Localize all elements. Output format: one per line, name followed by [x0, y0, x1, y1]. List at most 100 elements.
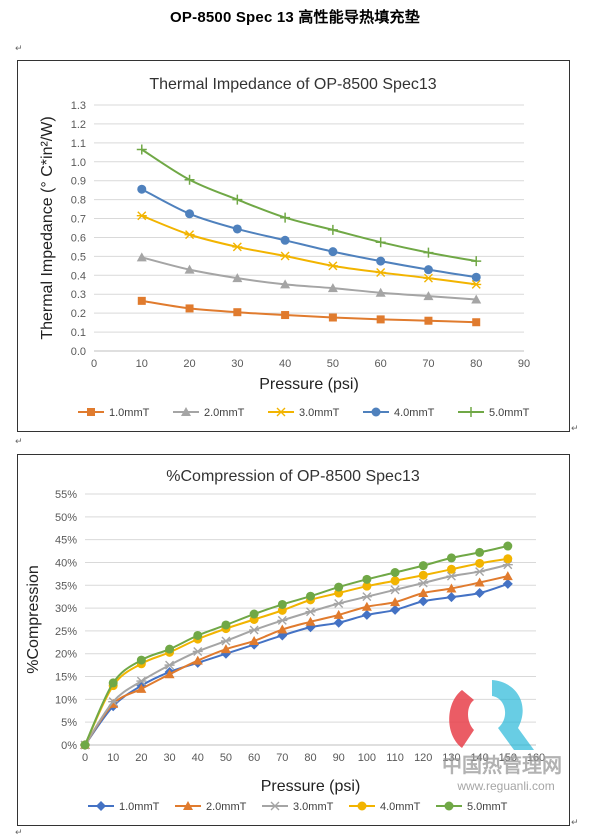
thermal-chart-legend-label: 1.0mmT	[109, 407, 150, 419]
thermal-chart-legend-label: 3.0mmT	[299, 407, 340, 419]
compression-chart-legend-marker	[444, 801, 454, 811]
paragraph-mark: ↵	[571, 424, 579, 434]
compression-chart-data-point	[446, 564, 456, 574]
compression-chart-data-point	[136, 676, 147, 686]
thermal-chart-data-point	[471, 294, 482, 304]
compression-chart-legend-label: 3.0mmT	[293, 801, 334, 813]
compression-chart-data-point	[333, 609, 344, 619]
compression-chart-y-tick-label: 5%	[61, 717, 77, 729]
compression-chart-x-tick-label: 100	[358, 752, 376, 764]
thermal-chart-x-tick-label: 30	[231, 358, 243, 370]
thermal-chart-legend-marker	[87, 408, 95, 416]
compression-chart-data-point	[474, 588, 485, 599]
thermal-chart-x-tick-label: 50	[327, 358, 339, 370]
thermal-chart-series-5.0mmT	[136, 144, 482, 267]
thermal-chart-data-point	[232, 273, 243, 283]
compression-chart-legend-label: 2.0mmT	[206, 801, 247, 813]
compression-chart-data-point	[193, 630, 203, 640]
compression-chart-data-point	[475, 547, 485, 557]
compression-chart-y-tick-label: 30%	[55, 603, 77, 615]
compression-chart-series-4.0mmT	[80, 554, 513, 750]
thermal-chart-data-point	[471, 279, 482, 289]
compression-chart-legend-marker	[357, 801, 367, 811]
compression-chart-data-point	[502, 571, 513, 581]
paragraph-mark: ↵	[571, 818, 579, 828]
thermal-chart-y-tick-label: 0.3	[71, 289, 86, 301]
thermal-chart-legend-marker	[276, 407, 286, 417]
compression-chart-y-tick-label: 40%	[55, 557, 77, 569]
thermal-chart-y-tick-label: 0.6	[71, 232, 86, 244]
thermal-chart-x-tick-label: 60	[375, 358, 387, 370]
compression-chart-data-point	[361, 609, 372, 620]
compression-chart-data-point	[305, 616, 316, 626]
thermal-chart-y-tick-label: 0.2	[71, 308, 86, 320]
compression-chart-data-point	[362, 581, 372, 591]
logo-cyan-shape	[492, 680, 534, 750]
thermal-chart-data-point	[136, 211, 147, 221]
thermal-chart-y-tick-label: 0.7	[71, 214, 86, 226]
compression-chart-data-point	[305, 607, 316, 617]
compression-chart-x-tick-label: 60	[248, 752, 260, 764]
watermark-logo: 中国热管理网 www.reguanli.com	[442, 680, 562, 793]
thermal-chart-x-tick-label: 20	[183, 358, 195, 370]
compression-chart-data-point	[502, 578, 513, 589]
compression-chart-legend-marker	[270, 801, 280, 811]
thermal-chart-y-tick-label: 0.8	[71, 195, 86, 207]
compression-chart-data-point	[221, 620, 231, 630]
compression-chart-svg: %Compression of OP-8500 Spec13 0% 5% 10% 15%…	[25, 468, 545, 813]
compression-chart-x-tick-label: 0	[82, 752, 88, 764]
compression-chart-data-point	[192, 655, 203, 665]
compression-chart-y-tick-label: 0%	[61, 740, 77, 752]
thermal-chart-data-point	[471, 256, 482, 267]
compression-chart-data-point	[249, 609, 259, 619]
thermal-chart-series-line	[141, 256, 477, 301]
compression-chart-data-point	[390, 585, 401, 595]
compression-chart-data-point	[192, 646, 203, 656]
compression-chart-data-point	[446, 553, 456, 563]
compression-chart-data-point	[306, 591, 315, 601]
compression-chart-x-tick-label: 10	[107, 752, 119, 764]
watermark-url: www.reguanli.com	[456, 779, 554, 793]
compression-chart-x-tick-label: 20	[135, 752, 147, 764]
compression-chart-x-tick-label: 110	[386, 752, 404, 764]
compression-chart-data-point	[418, 596, 429, 607]
compression-chart-series-line	[84, 545, 509, 746]
compression-chart-series-line	[84, 563, 509, 746]
compression-chart-data-point	[277, 615, 288, 625]
compression-chart-data-point	[503, 554, 513, 564]
thermal-chart-data-point	[280, 251, 291, 261]
compression-chart-data-point	[333, 599, 344, 609]
thermal-chart-legend-marker	[181, 407, 191, 416]
compression-chart-x-tick-label: 150	[499, 752, 517, 764]
thermal-chart-data-point	[375, 287, 386, 297]
thermal-chart-data-point	[280, 212, 291, 223]
compression-chart-x-tick-label: 30	[163, 752, 175, 764]
compression-chart-data-point	[361, 601, 372, 611]
compression-chart-x-tick-label: 70	[276, 752, 288, 764]
compression-chart-data-point	[446, 571, 457, 581]
thermal-chart-x-axis-label: Pressure (psi)	[259, 376, 359, 393]
thermal-chart-data-point	[423, 265, 433, 275]
thermal-chart-data-point	[185, 304, 194, 313]
thermal-chart-data-point	[375, 267, 386, 277]
compression-chart-data-point	[277, 630, 288, 641]
thermal-chart-y-tick-label: 0.5	[71, 251, 86, 263]
thermal-chart-data-point	[328, 313, 337, 322]
watermark: 中国热管理网 www.reguanli.com	[440, 672, 570, 807]
compression-chart-data-point	[136, 655, 146, 665]
compression-chart-x-tick-label: 80	[304, 752, 316, 764]
thermal-chart-x-tick-label: 90	[518, 358, 530, 370]
compression-chart-data-point	[474, 567, 485, 577]
thermal-chart-y-tick-label: 1.0	[71, 157, 86, 169]
compression-chart-data-point	[249, 625, 260, 635]
thermal-chart-data-point	[328, 247, 338, 257]
compression-chart-x-tick-label: 40	[192, 752, 204, 764]
thermal-chart-data-point	[423, 273, 434, 283]
thermal-chart-data-point	[375, 237, 386, 248]
compression-chart-legend-label: 1.0mmT	[119, 801, 160, 813]
compression-chart-y-tick-label: 50%	[55, 512, 77, 524]
compression-chart-y-tick-label: 35%	[55, 580, 77, 592]
thermal-chart-series-line	[141, 148, 477, 263]
compression-chart-data-point	[220, 636, 231, 646]
thermal-chart-data-point	[424, 316, 433, 325]
